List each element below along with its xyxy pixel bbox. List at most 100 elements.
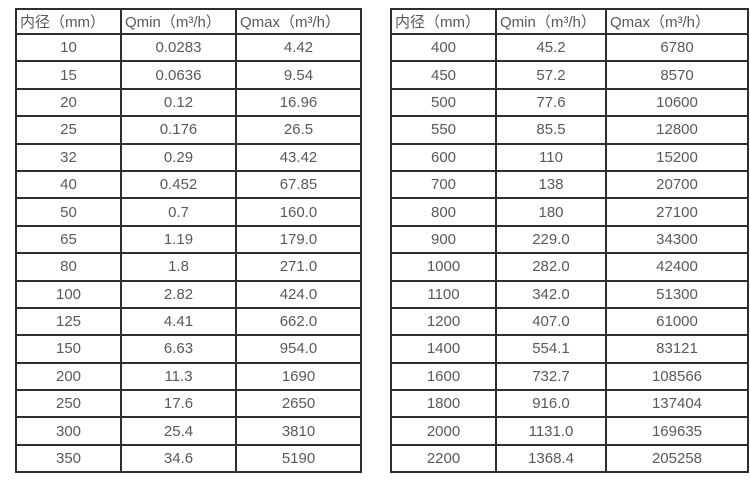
header-cell: Qmin（m³/h） bbox=[495, 8, 607, 35]
table-cell: 0.29 bbox=[120, 142, 237, 172]
table-row: 900 229.0 34300 bbox=[390, 224, 749, 255]
table-cell: 229.0 bbox=[495, 224, 607, 255]
table-cell: 732.7 bbox=[495, 361, 607, 392]
table-cell: 40 bbox=[15, 169, 122, 200]
table-row: 400 45.2 6780 bbox=[390, 32, 749, 63]
table-cell: 180 bbox=[495, 197, 607, 227]
table-cell: 500 bbox=[390, 87, 497, 118]
table-row: 65 1.19 179.0 bbox=[15, 224, 362, 255]
table-cell: 0.176 bbox=[120, 115, 237, 145]
table-row: 450 57.2 8570 bbox=[390, 60, 749, 90]
table-cell: 83121 bbox=[605, 334, 749, 364]
table-cell: 67.85 bbox=[235, 169, 362, 200]
table-row: 1600 732.7 108566 bbox=[390, 361, 749, 392]
table-row: 32 0.29 43.42 bbox=[15, 142, 362, 172]
table-row: 250 17.6 2650 bbox=[15, 389, 362, 419]
table-cell: 12800 bbox=[605, 115, 749, 145]
table-cell: 80 bbox=[15, 252, 122, 282]
table-row: 20 0.12 16.96 bbox=[15, 87, 362, 118]
table-cell: 205258 bbox=[605, 443, 749, 474]
table-cell: 160.0 bbox=[235, 197, 362, 227]
table-cell: 17.6 bbox=[120, 389, 237, 419]
table-row: 500 77.6 10600 bbox=[390, 87, 749, 118]
header-cell: 内径（mm） bbox=[15, 8, 122, 35]
header-cell: Qmin（m³/h） bbox=[120, 8, 237, 35]
table-cell: 20700 bbox=[605, 169, 749, 200]
table-cell: 100 bbox=[15, 279, 122, 309]
table-cell: 11.3 bbox=[120, 361, 237, 392]
table-cell: 15 bbox=[15, 60, 122, 90]
table-cell: 6.63 bbox=[120, 334, 237, 364]
table-row: 80 1.8 271.0 bbox=[15, 252, 362, 282]
table-cell: 271.0 bbox=[235, 252, 362, 282]
table-cell: 350 bbox=[15, 443, 122, 474]
table-cell: 26.5 bbox=[235, 115, 362, 145]
table-cell: 25 bbox=[15, 115, 122, 145]
table-cell: 169635 bbox=[605, 416, 749, 446]
table-cell: 125 bbox=[15, 306, 122, 337]
table-cell: 16.96 bbox=[235, 87, 362, 118]
table-row: 125 4.41 662.0 bbox=[15, 306, 362, 337]
table-cell: 1600 bbox=[390, 361, 497, 392]
table-cell: 65 bbox=[15, 224, 122, 255]
table-cell: 2.82 bbox=[120, 279, 237, 309]
table-cell: 61000 bbox=[605, 306, 749, 337]
table-cell: 150 bbox=[15, 334, 122, 364]
table-cell: 10 bbox=[15, 32, 122, 63]
table-row: 1000 282.0 42400 bbox=[390, 252, 749, 282]
header-cell: 内径（mm） bbox=[390, 8, 497, 35]
table-cell: 282.0 bbox=[495, 252, 607, 282]
table-cell: 700 bbox=[390, 169, 497, 200]
table-cell: 662.0 bbox=[235, 306, 362, 337]
table-row: 50 0.7 160.0 bbox=[15, 197, 362, 227]
table-row: 550 85.5 12800 bbox=[390, 115, 749, 145]
table-cell: 34300 bbox=[605, 224, 749, 255]
table-cell: 0.7 bbox=[120, 197, 237, 227]
table-cell: 0.0283 bbox=[120, 32, 237, 63]
table-cell: 15200 bbox=[605, 142, 749, 172]
table-cell: 916.0 bbox=[495, 389, 607, 419]
table-cell: 1200 bbox=[390, 306, 497, 337]
table-cell: 900 bbox=[390, 224, 497, 255]
table-row: 350 34.6 5190 bbox=[15, 443, 362, 474]
table-row: 2200 1368.4 205258 bbox=[390, 443, 749, 474]
table-cell: 424.0 bbox=[235, 279, 362, 309]
table-cell: 4.41 bbox=[120, 306, 237, 337]
flow-table-left: 内径（mm） Qmin（m³/h） Qmax（m³/h） 10 0.0283 4.42 15… bbox=[15, 8, 362, 474]
table-cell: 600 bbox=[390, 142, 497, 172]
table-cell: 5190 bbox=[235, 443, 362, 474]
table-cell: 1100 bbox=[390, 279, 497, 309]
table-cell: 1368.4 bbox=[495, 443, 607, 474]
table-cell: 2200 bbox=[390, 443, 497, 474]
table-cell: 0.12 bbox=[120, 87, 237, 118]
table-cell: 34.6 bbox=[120, 443, 237, 474]
table-row: 300 25.4 3810 bbox=[15, 416, 362, 446]
table-row: 100 2.82 424.0 bbox=[15, 279, 362, 309]
table-cell: 400 bbox=[390, 32, 497, 63]
table-cell: 3810 bbox=[235, 416, 362, 446]
table-cell: 1.19 bbox=[120, 224, 237, 255]
table-cell: 554.1 bbox=[495, 334, 607, 364]
table-cell: 1000 bbox=[390, 252, 497, 282]
table-cell: 450 bbox=[390, 60, 497, 90]
table-cell: 42400 bbox=[605, 252, 749, 282]
table-row: 1200 407.0 61000 bbox=[390, 306, 749, 337]
table-cell: 800 bbox=[390, 197, 497, 227]
table-row: 800 180 27100 bbox=[390, 197, 749, 227]
table-row: 10 0.0283 4.42 bbox=[15, 32, 362, 63]
table-cell: 10600 bbox=[605, 87, 749, 118]
header-row: 内径（mm） Qmin（m³/h） Qmax（m³/h） bbox=[15, 8, 362, 35]
table-cell: 954.0 bbox=[235, 334, 362, 364]
header-row: 内径（mm） Qmin（m³/h） Qmax（m³/h） bbox=[390, 8, 749, 35]
table-cell: 27100 bbox=[605, 197, 749, 227]
table-cell: 4.42 bbox=[235, 32, 362, 63]
table-cell: 1.8 bbox=[120, 252, 237, 282]
table-cell: 108566 bbox=[605, 361, 749, 392]
table-cell: 200 bbox=[15, 361, 122, 392]
table-cell: 77.6 bbox=[495, 87, 607, 118]
table-cell: 1400 bbox=[390, 334, 497, 364]
flow-table-right: 内径（mm） Qmin（m³/h） Qmax（m³/h） 400 45.2 6780 450… bbox=[390, 8, 749, 474]
table-cell: 110 bbox=[495, 142, 607, 172]
table-cell: 2650 bbox=[235, 389, 362, 419]
table-row: 200 11.3 1690 bbox=[15, 361, 362, 392]
